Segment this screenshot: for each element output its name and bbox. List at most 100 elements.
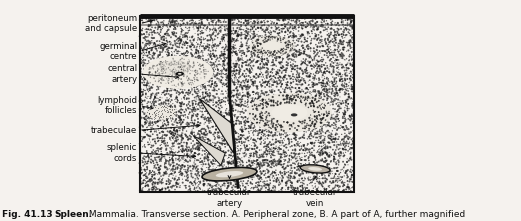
Point [330,91,339,95]
Point [293,129,302,133]
Point [314,123,322,126]
Point [233,26,241,30]
Point [150,41,158,45]
Point [138,90,146,94]
Point [331,60,339,64]
Point [279,149,288,153]
Point [237,34,245,37]
Point [323,145,331,148]
Point [247,172,255,175]
Point [199,116,207,119]
Point [296,23,305,27]
Point [243,74,251,78]
Point [326,137,334,141]
Point [252,50,260,53]
Point [249,100,257,103]
Point [278,176,286,180]
Point [145,63,154,66]
Point [193,44,201,48]
Point [162,71,170,75]
Point [237,128,245,131]
Point [183,74,192,78]
Point [217,147,225,151]
Point [286,54,294,57]
Point [288,105,296,109]
Point [228,40,236,43]
Point [321,107,330,110]
Point [246,50,255,54]
Point [343,172,351,175]
Point [304,22,312,26]
Point [166,181,174,185]
Point [253,115,261,118]
Point [155,78,163,82]
Point [139,125,147,128]
Point [283,42,292,45]
Point [238,61,246,65]
Point [154,80,163,83]
Point [295,114,304,118]
Point [268,171,277,174]
Point [188,58,196,61]
Point [314,97,322,100]
Point [216,25,225,29]
Point [168,53,176,57]
Point [316,182,325,185]
Point [168,47,177,50]
Point [235,47,244,50]
Point [288,105,296,108]
Point [231,179,239,183]
Point [299,27,307,30]
Point [321,131,330,135]
Point [318,147,327,151]
Text: germinal
centre: germinal centre [99,42,137,61]
Point [282,132,290,136]
Point [163,118,171,122]
Point [169,159,177,162]
Point [278,156,287,159]
Point [289,16,297,19]
Point [200,64,208,67]
Point [321,160,329,164]
Point [326,114,334,118]
Point [216,121,224,125]
Point [164,89,172,92]
Point [297,116,306,120]
Point [260,35,269,39]
Point [295,73,303,77]
Point [195,183,203,186]
Point [139,170,147,174]
Point [330,186,339,190]
Point [270,63,278,66]
Point [191,157,199,160]
Point [269,52,278,55]
Point [171,89,179,92]
Point [286,168,294,172]
Point [196,95,204,98]
Point [183,70,192,73]
Point [276,93,284,96]
Point [231,109,240,112]
Point [200,75,208,78]
Point [315,168,323,171]
Point [277,124,285,127]
Point [165,189,173,192]
Point [286,60,294,64]
Point [215,72,224,76]
Point [196,72,204,76]
Point [229,18,237,21]
Point [184,149,193,153]
Point [193,65,202,69]
Point [344,142,353,145]
Point [349,100,357,104]
Point [170,72,179,76]
Point [276,44,284,48]
Point [167,41,175,44]
Point [317,39,326,43]
Point [256,166,264,170]
Point [282,81,290,84]
Point [325,47,333,50]
Point [156,77,164,80]
Point [277,23,286,27]
Point [158,55,166,59]
